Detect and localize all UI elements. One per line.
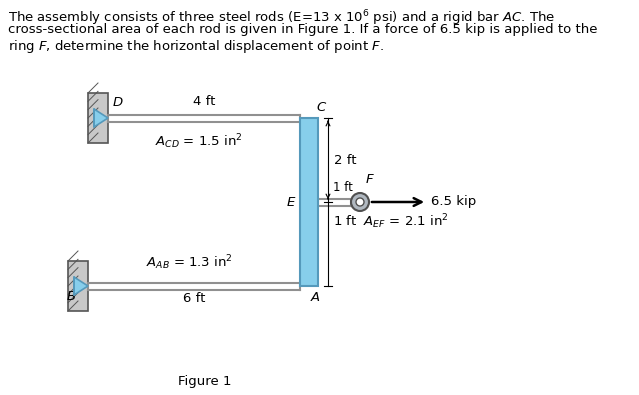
Text: 6 ft: 6 ft bbox=[183, 292, 205, 305]
Text: The assembly consists of three steel rods (E=13 x 10$^6$ psi) and a rigid bar $A: The assembly consists of three steel rod… bbox=[8, 8, 555, 28]
Polygon shape bbox=[94, 109, 108, 127]
Text: 4 ft: 4 ft bbox=[193, 95, 215, 108]
Text: $C$: $C$ bbox=[316, 101, 327, 114]
Text: $A_{CD}$ = 1.5 in$^2$: $A_{CD}$ = 1.5 in$^2$ bbox=[155, 132, 243, 151]
Text: cross-sectional area of each rod is given in Figure 1. If a force of 6.5 kip is : cross-sectional area of each rod is give… bbox=[8, 23, 597, 36]
Circle shape bbox=[356, 198, 364, 206]
Text: Figure 1: Figure 1 bbox=[178, 375, 231, 388]
Circle shape bbox=[351, 193, 369, 211]
Bar bbox=[88, 93, 108, 143]
Text: $E$: $E$ bbox=[286, 196, 296, 209]
Text: 2 ft: 2 ft bbox=[334, 154, 357, 167]
Text: $B$: $B$ bbox=[66, 290, 76, 303]
Polygon shape bbox=[74, 277, 88, 295]
Text: $A$: $A$ bbox=[310, 291, 321, 304]
Bar bbox=[300, 118, 318, 286]
Text: $D$: $D$ bbox=[112, 96, 123, 109]
Text: 1 ft: 1 ft bbox=[333, 181, 353, 194]
Text: 6.5 kip: 6.5 kip bbox=[431, 196, 476, 209]
Text: $A_{AB}$ = 1.3 in$^2$: $A_{AB}$ = 1.3 in$^2$ bbox=[146, 253, 233, 272]
Bar bbox=[68, 261, 88, 311]
Text: ring $F$, determine the horizontal displacement of point $F$.: ring $F$, determine the horizontal displ… bbox=[8, 38, 384, 55]
Text: $F$: $F$ bbox=[365, 173, 375, 186]
Text: 1 ft  $A_{EF}$ = 2.1 in$^2$: 1 ft $A_{EF}$ = 2.1 in$^2$ bbox=[333, 212, 449, 231]
